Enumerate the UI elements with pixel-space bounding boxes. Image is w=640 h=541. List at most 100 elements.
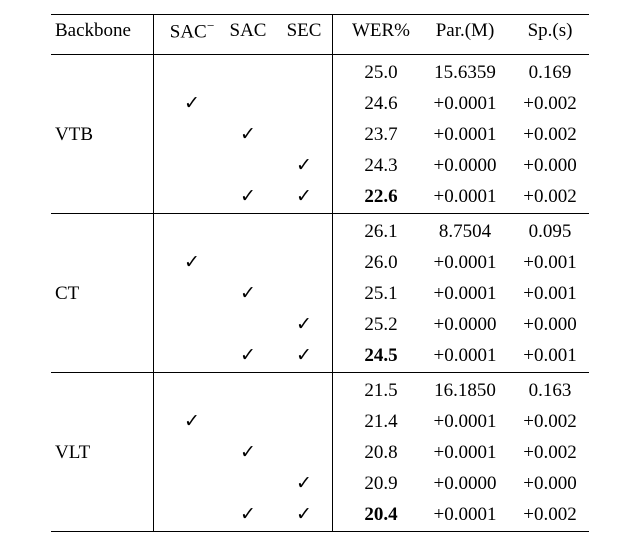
sacminus-cell: [154, 151, 221, 182]
sec-cell: [276, 54, 333, 89]
sac-cell: [220, 89, 276, 120]
sp-cell: +0.002: [511, 500, 589, 532]
wer-cell: 20.9: [333, 469, 420, 500]
header-row: Backbone SAC− SAC SEC WER% Par.(M) Sp.(s…: [51, 15, 589, 55]
sacminus-cell: [154, 341, 221, 373]
sacminus-cell: [154, 182, 221, 214]
sp-cell: +0.000: [511, 151, 589, 182]
sec-cell: ✓: [276, 341, 333, 373]
sp-cell: +0.002: [511, 407, 589, 438]
par-cell: +0.0001: [419, 341, 511, 373]
sacminus-cell: ✓: [154, 248, 221, 279]
wer-cell: 26.1: [333, 213, 420, 248]
sac-cell: [220, 407, 276, 438]
sacminus-cell: [154, 279, 221, 310]
sec-cell: ✓: [276, 469, 333, 500]
table-row: VTB25.015.63590.169: [51, 54, 589, 89]
sacminus-cell: ✓: [154, 407, 221, 438]
col-header-par: Par.(M): [419, 15, 511, 55]
sp-cell: +0.002: [511, 120, 589, 151]
sp-cell: +0.001: [511, 248, 589, 279]
sec-cell: ✓: [276, 151, 333, 182]
par-cell: +0.0001: [419, 407, 511, 438]
wer-cell: 26.0: [333, 248, 420, 279]
wer-cell: 24.6: [333, 89, 420, 120]
par-cell: +0.0001: [419, 279, 511, 310]
wer-cell: 20.4: [333, 500, 420, 532]
sac-cell: ✓: [220, 438, 276, 469]
par-cell: +0.0001: [419, 182, 511, 214]
table-body: VTB25.015.63590.169✓24.6+0.0001+0.002✓23…: [51, 54, 589, 531]
par-cell: +0.0001: [419, 89, 511, 120]
sac-cell: ✓: [220, 341, 276, 373]
sec-cell: ✓: [276, 500, 333, 532]
par-cell: +0.0001: [419, 120, 511, 151]
table-row: CT26.18.75040.095: [51, 213, 589, 248]
par-cell: +0.0000: [419, 310, 511, 341]
sp-cell: +0.002: [511, 438, 589, 469]
wer-cell: 25.1: [333, 279, 420, 310]
wer-cell: 22.6: [333, 182, 420, 214]
sac-cell: [220, 151, 276, 182]
sac-cell: ✓: [220, 182, 276, 214]
sp-cell: 0.095: [511, 213, 589, 248]
table-container: Backbone SAC− SAC SEC WER% Par.(M) Sp.(s…: [0, 0, 640, 541]
sacminus-cell: [154, 438, 221, 469]
sac-cell: ✓: [220, 500, 276, 532]
wer-cell: 21.5: [333, 372, 420, 407]
sec-cell: ✓: [276, 182, 333, 214]
col-header-sec: SEC: [276, 15, 333, 55]
par-cell: +0.0000: [419, 151, 511, 182]
col-header-sacminus-sup: −: [207, 18, 215, 33]
results-table: Backbone SAC− SAC SEC WER% Par.(M) Sp.(s…: [51, 14, 589, 532]
sec-cell: [276, 248, 333, 279]
col-header-sp: Sp.(s): [511, 15, 589, 55]
sec-cell: [276, 372, 333, 407]
par-cell: +0.0001: [419, 500, 511, 532]
sp-cell: +0.002: [511, 182, 589, 214]
col-header-backbone: Backbone: [51, 15, 154, 55]
sp-cell: +0.002: [511, 89, 589, 120]
sec-cell: ✓: [276, 310, 333, 341]
sp-cell: 0.169: [511, 54, 589, 89]
sp-cell: +0.001: [511, 341, 589, 373]
sac-cell: [220, 372, 276, 407]
sac-cell: [220, 469, 276, 500]
wer-cell: 21.4: [333, 407, 420, 438]
wer-cell: 24.3: [333, 151, 420, 182]
sacminus-cell: [154, 500, 221, 532]
par-cell: +0.0001: [419, 438, 511, 469]
backbone-cell: VLT: [51, 372, 154, 531]
wer-cell: 25.0: [333, 54, 420, 89]
sacminus-cell: ✓: [154, 89, 221, 120]
sec-cell: [276, 279, 333, 310]
par-cell: +0.0000: [419, 469, 511, 500]
sacminus-cell: [154, 469, 221, 500]
backbone-cell: VTB: [51, 54, 154, 213]
sacminus-cell: [154, 310, 221, 341]
sec-cell: [276, 120, 333, 151]
par-cell: 8.7504: [419, 213, 511, 248]
sp-cell: +0.000: [511, 469, 589, 500]
par-cell: 15.6359: [419, 54, 511, 89]
sec-cell: [276, 438, 333, 469]
sac-cell: ✓: [220, 279, 276, 310]
sac-cell: ✓: [220, 120, 276, 151]
sacminus-cell: [154, 372, 221, 407]
sacminus-cell: [154, 213, 221, 248]
wer-cell: 25.2: [333, 310, 420, 341]
sp-cell: 0.163: [511, 372, 589, 407]
sp-cell: +0.001: [511, 279, 589, 310]
sp-cell: +0.000: [511, 310, 589, 341]
backbone-cell: CT: [51, 213, 154, 372]
col-header-sacminus-label: SAC: [170, 21, 207, 42]
wer-cell: 24.5: [333, 341, 420, 373]
col-header-sac: SAC: [220, 15, 276, 55]
par-cell: +0.0001: [419, 248, 511, 279]
sac-cell: [220, 310, 276, 341]
wer-cell: 23.7: [333, 120, 420, 151]
sac-cell: [220, 248, 276, 279]
sac-cell: [220, 213, 276, 248]
col-header-wer: WER%: [333, 15, 420, 55]
sacminus-cell: [154, 54, 221, 89]
